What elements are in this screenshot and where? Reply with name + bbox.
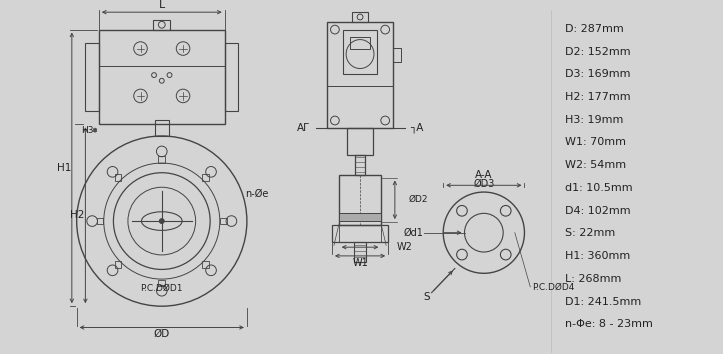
- Bar: [158, 156, 165, 162]
- Bar: [115, 262, 121, 268]
- Bar: [348, 128, 372, 155]
- Text: W2: 54mm: W2: 54mm: [565, 160, 626, 170]
- Bar: [351, 37, 369, 49]
- Bar: [202, 262, 209, 268]
- Text: H1: 360mm: H1: 360mm: [565, 251, 630, 261]
- Text: d1: 10.5mm: d1: 10.5mm: [565, 183, 633, 193]
- Text: H2: H2: [70, 210, 85, 220]
- Bar: [343, 30, 377, 74]
- Bar: [355, 155, 365, 175]
- Text: W1: 70mm: W1: 70mm: [565, 137, 626, 147]
- Text: P.C.DØD4: P.C.DØD4: [532, 282, 575, 291]
- Text: W1: W1: [352, 258, 368, 268]
- Text: D4: 102mm: D4: 102mm: [565, 206, 630, 216]
- Text: W2: W2: [397, 242, 413, 252]
- Text: S: 22mm: S: 22mm: [565, 228, 615, 238]
- Bar: [158, 280, 165, 286]
- Text: ØD: ØD: [154, 329, 170, 339]
- Text: H2: 177mm: H2: 177mm: [565, 92, 630, 102]
- Text: AΓ: AΓ: [297, 123, 309, 133]
- Bar: [225, 43, 238, 111]
- Bar: [332, 225, 388, 242]
- Text: P.C.DØD1: P.C.DØD1: [140, 284, 183, 293]
- Text: D1: 241.5mm: D1: 241.5mm: [565, 297, 641, 307]
- Circle shape: [159, 219, 164, 223]
- Text: S: S: [424, 292, 430, 302]
- Bar: [221, 218, 227, 224]
- Bar: [153, 20, 171, 30]
- Text: L: L: [158, 0, 165, 10]
- Text: A-A: A-A: [475, 170, 492, 179]
- Text: Ød1: Ød1: [404, 228, 424, 238]
- Bar: [328, 22, 393, 128]
- Bar: [393, 48, 401, 62]
- Text: D3: 169mm: D3: 169mm: [565, 69, 630, 79]
- Bar: [115, 174, 121, 181]
- Text: ØD3: ØD3: [473, 178, 495, 188]
- Bar: [99, 30, 225, 124]
- Text: D2: 152mm: D2: 152mm: [565, 46, 630, 57]
- Text: D: 287mm: D: 287mm: [565, 24, 624, 34]
- Text: n-Øe: n-Øe: [245, 189, 268, 199]
- Bar: [354, 242, 366, 262]
- Text: ØD2: ØD2: [408, 195, 428, 204]
- Text: n-Φe: 8 - 23mm: n-Φe: 8 - 23mm: [565, 319, 653, 329]
- Bar: [352, 12, 368, 22]
- Bar: [96, 218, 103, 224]
- Text: H1: H1: [57, 163, 72, 173]
- Text: L: 268mm: L: 268mm: [565, 274, 622, 284]
- Bar: [155, 120, 168, 136]
- Text: H3: 19mm: H3: 19mm: [565, 115, 623, 125]
- Text: H3: H3: [81, 126, 93, 135]
- Bar: [339, 213, 381, 221]
- Bar: [85, 43, 99, 111]
- Text: ┐A: ┐A: [411, 123, 424, 133]
- Bar: [202, 174, 209, 181]
- Bar: [339, 175, 381, 225]
